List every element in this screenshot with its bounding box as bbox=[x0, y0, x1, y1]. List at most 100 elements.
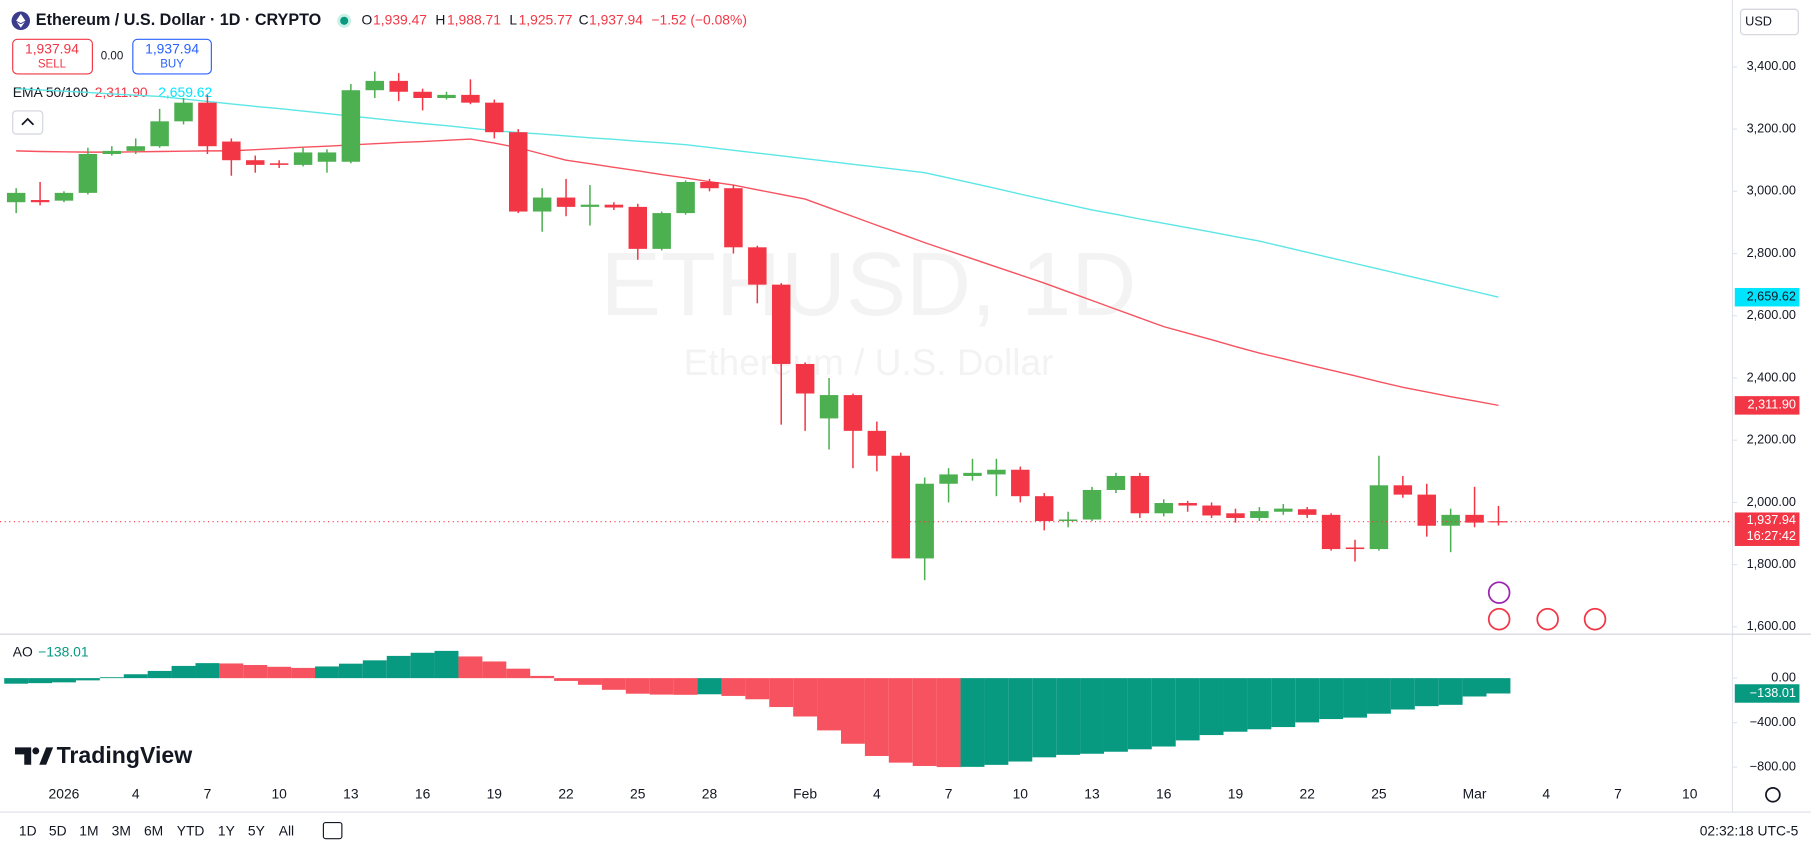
x-tick-label: 2026 bbox=[49, 785, 80, 801]
y-tick-label: 0.00 bbox=[1771, 670, 1796, 684]
candle-body bbox=[604, 204, 624, 208]
ao-bar bbox=[1103, 678, 1128, 752]
ao-bar bbox=[721, 678, 746, 696]
buy-price[interactable]: 1,937.94 bbox=[145, 40, 199, 56]
y-tick-label: 1,800.00 bbox=[1747, 557, 1796, 571]
range-button[interactable]: 5D bbox=[49, 822, 67, 838]
ao-bar bbox=[912, 678, 937, 766]
ao-bar bbox=[291, 667, 316, 679]
range-button[interactable]: All bbox=[279, 822, 294, 838]
candle-body bbox=[748, 247, 767, 285]
sell-button[interactable]: 1,937.94 SELL bbox=[12, 38, 93, 75]
calendar-icon[interactable] bbox=[322, 821, 343, 840]
buy-button[interactable]: 1,937.94 BUY bbox=[132, 38, 212, 75]
economic-event-flag[interactable] bbox=[1536, 607, 1559, 631]
logo-mark bbox=[32, 747, 40, 755]
candle-body bbox=[1058, 519, 1078, 522]
ao-bar bbox=[1319, 678, 1344, 720]
ohlc-value: 1,937.94 bbox=[589, 11, 643, 27]
ao-bar bbox=[219, 663, 244, 679]
candle-body bbox=[1321, 514, 1341, 550]
last-price-label: 1,937.94 bbox=[1747, 513, 1796, 527]
x-tick-label: 16 bbox=[415, 785, 431, 801]
ao-bar bbox=[123, 674, 148, 679]
ao-bar bbox=[1151, 678, 1176, 747]
settings-icon[interactable] bbox=[1765, 786, 1781, 803]
sell-button-box[interactable] bbox=[12, 38, 93, 75]
candle-body bbox=[485, 102, 504, 133]
event-icon[interactable] bbox=[1487, 581, 1511, 604]
y-tick-label: 2,600.00 bbox=[1747, 308, 1796, 322]
range-button[interactable]: 5Y bbox=[248, 822, 265, 838]
ao-bar bbox=[1438, 678, 1463, 705]
ao-bar bbox=[75, 678, 100, 681]
x-tick-label: 7 bbox=[1614, 785, 1622, 801]
candle-body bbox=[1441, 514, 1460, 526]
ao-bar bbox=[243, 665, 268, 679]
candle-body bbox=[222, 141, 241, 161]
x-tick-label: 16 bbox=[1156, 785, 1172, 801]
x-tick-label: 13 bbox=[1084, 785, 1100, 801]
candle-body bbox=[939, 474, 958, 484]
watermark-subtitle: Ethereum / U.S. Dollar bbox=[684, 342, 1054, 383]
range-button[interactable]: YTD bbox=[177, 822, 205, 838]
currency-box[interactable] bbox=[1739, 8, 1799, 36]
range-button[interactable]: 1D bbox=[19, 822, 37, 838]
x-tick-label: 4 bbox=[132, 785, 140, 801]
candle-body bbox=[1082, 489, 1102, 520]
sell-price[interactable]: 1,937.94 bbox=[25, 40, 79, 56]
collapse-button[interactable] bbox=[12, 110, 44, 135]
countdown: 16:27:42 bbox=[1747, 529, 1796, 543]
range-button[interactable]: 6M bbox=[144, 822, 163, 838]
ema-axis-label: 2,659.62 bbox=[1747, 290, 1796, 304]
economic-event-flag[interactable] bbox=[1487, 607, 1511, 631]
currency-button[interactable]: USD bbox=[1739, 8, 1799, 36]
range-button[interactable]: 1Y bbox=[218, 822, 235, 838]
candle-body bbox=[1154, 503, 1173, 514]
logo: TradingView bbox=[57, 742, 194, 768]
candle-body bbox=[556, 197, 576, 207]
candle-body bbox=[54, 192, 74, 201]
collapse-box[interactable] bbox=[12, 110, 44, 135]
candle-body bbox=[1250, 511, 1269, 518]
clock: 02:32:18 UTC-5 bbox=[1700, 822, 1799, 838]
ao-bar bbox=[1271, 678, 1296, 728]
y-tick-label: 2,400.00 bbox=[1747, 370, 1796, 384]
ao-bar bbox=[482, 661, 507, 679]
range-button[interactable]: 1M bbox=[79, 822, 98, 838]
candle-body bbox=[1369, 485, 1389, 550]
x-tick-label: Mar bbox=[1463, 785, 1487, 801]
ao-bar bbox=[578, 678, 602, 685]
ao-bar bbox=[1414, 678, 1439, 707]
candle-body bbox=[1034, 496, 1054, 522]
currency[interactable]: USD bbox=[1745, 14, 1772, 28]
candle-body bbox=[1345, 547, 1365, 550]
symbol-title: Ethereum / U.S. Dollar · 1D · CRYPTO bbox=[36, 11, 321, 29]
range-button[interactable]: 3M bbox=[112, 822, 131, 838]
economic-event-flag[interactable] bbox=[1583, 607, 1607, 631]
ao-bar bbox=[52, 678, 76, 683]
y-tick-label: 2,800.00 bbox=[1747, 246, 1796, 260]
ao-bar bbox=[817, 678, 841, 731]
candle-body bbox=[1297, 509, 1317, 515]
x-tick-label: 7 bbox=[945, 785, 953, 801]
x-tick-label: 7 bbox=[204, 785, 212, 801]
buy-button-box[interactable] bbox=[132, 38, 212, 75]
candle-body bbox=[198, 102, 217, 147]
ohlc-label: H bbox=[435, 11, 445, 27]
candle-body bbox=[963, 472, 982, 476]
ao-bar bbox=[1127, 678, 1152, 750]
buy-label[interactable]: BUY bbox=[160, 59, 184, 71]
ao-bar bbox=[769, 678, 794, 708]
ao-bar bbox=[625, 678, 650, 694]
ao-bar bbox=[554, 678, 579, 681]
y-tick-label: 3,200.00 bbox=[1747, 121, 1796, 135]
candle-body bbox=[1106, 475, 1126, 490]
sell-label[interactable]: SELL bbox=[38, 59, 67, 71]
candle-body bbox=[1465, 514, 1484, 523]
ohlc-value: 1,988.71 bbox=[447, 11, 501, 27]
ao-axis-label: −138.01 bbox=[1750, 686, 1796, 700]
candle-body bbox=[246, 160, 265, 165]
collapse-icon[interactable] bbox=[21, 117, 35, 126]
ao-bar bbox=[1295, 678, 1320, 723]
